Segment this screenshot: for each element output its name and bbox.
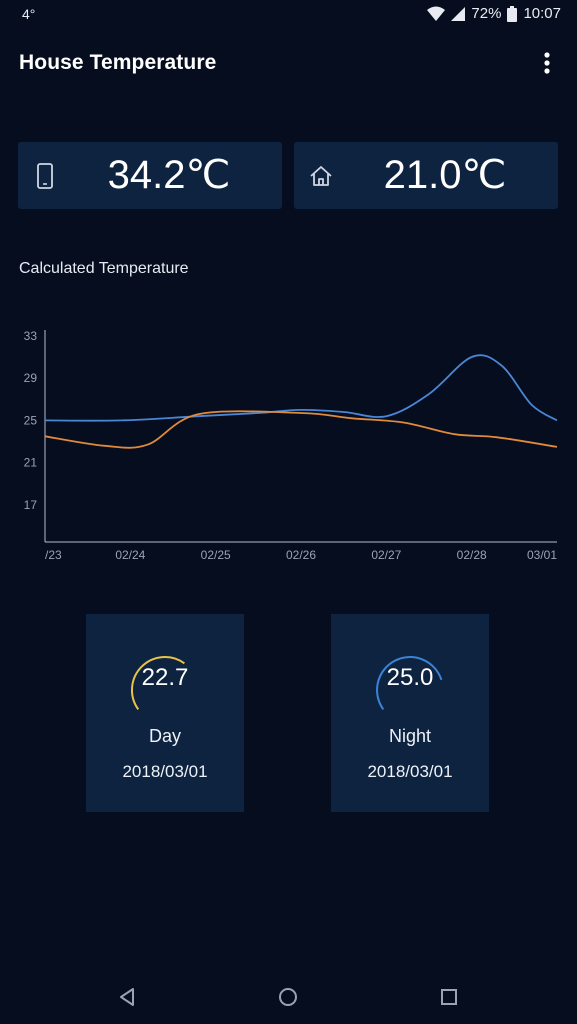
day-value: 22.7 bbox=[141, 664, 189, 691]
x-tick-label: 03/01 bbox=[527, 548, 557, 562]
gauge-arc bbox=[131, 656, 185, 710]
x-tick-label: 02/26 bbox=[286, 548, 316, 562]
app-bar: House Temperature bbox=[0, 40, 577, 88]
x-tick-label: 02/25 bbox=[201, 548, 231, 562]
day-label: Day bbox=[148, 726, 181, 746]
clock: 10:07 bbox=[523, 5, 561, 22]
app-title: House Temperature bbox=[19, 51, 217, 74]
day-gauge bbox=[131, 656, 185, 710]
x-tick-label: 02/27 bbox=[371, 548, 401, 562]
night-value: 25.0 bbox=[386, 664, 434, 691]
night-gauge bbox=[376, 656, 443, 710]
wifi-icon bbox=[427, 6, 446, 21]
day-stat-card[interactable]: 22.7 Day 2018/03/01 bbox=[86, 614, 244, 812]
x-tick-label: 02/28 bbox=[457, 548, 487, 562]
status-bar: 4° 72% 10:07 bbox=[0, 0, 577, 30]
y-tick-label: 29 bbox=[24, 371, 38, 385]
day-date: 2018/03/01 bbox=[122, 762, 208, 781]
y-tick-label: 17 bbox=[24, 498, 38, 512]
navigation-bar bbox=[0, 970, 577, 1024]
back-icon[interactable] bbox=[112, 982, 142, 1012]
more-vert-icon[interactable] bbox=[537, 50, 557, 76]
status-icons: 72% 10:07 bbox=[427, 5, 561, 22]
home-icon bbox=[310, 166, 332, 186]
x-tick-label: /23 bbox=[45, 548, 62, 562]
gauge-arc bbox=[376, 656, 443, 710]
home-temperature-card[interactable]: 21.0℃ bbox=[294, 142, 558, 209]
battery-percent: 72% bbox=[471, 5, 502, 22]
recents-icon[interactable] bbox=[434, 982, 464, 1012]
night-stat-card[interactable]: 25.0 Night 2018/03/01 bbox=[331, 614, 489, 812]
series-line-orange bbox=[44, 410, 558, 449]
y-tick-label: 25 bbox=[24, 413, 38, 427]
battery-icon bbox=[507, 5, 518, 22]
weather-temp: 4° bbox=[22, 6, 36, 22]
home-temperature-value: 21.0℃ bbox=[383, 153, 507, 197]
series-line-blue bbox=[44, 354, 558, 422]
phone-temperature-value: 34.2℃ bbox=[107, 153, 231, 197]
home-circle-icon[interactable] bbox=[273, 982, 303, 1012]
phone-temperature-card[interactable]: 34.2℃ bbox=[18, 142, 282, 209]
y-tick-label: 21 bbox=[24, 456, 38, 470]
night-date: 2018/03/01 bbox=[367, 762, 453, 781]
y-tick-label: 33 bbox=[24, 329, 38, 343]
signal-icon bbox=[451, 6, 466, 21]
phone-icon bbox=[37, 163, 53, 189]
temperature-chart[interactable]: 33 29 25 21 17/23 02/24 02/25 02/26 02/27 02/28 03… bbox=[0, 320, 577, 580]
chart-title: Calculated Temperature bbox=[19, 260, 189, 277]
x-tick-label: 02/24 bbox=[115, 548, 145, 562]
night-label: Night bbox=[388, 726, 432, 746]
